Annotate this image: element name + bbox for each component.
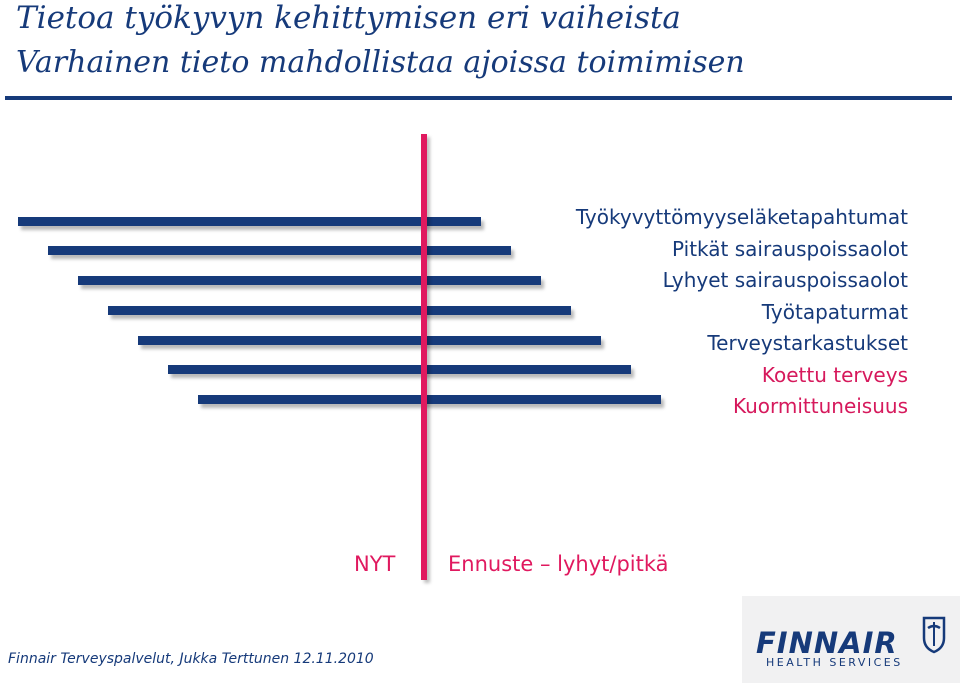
factor-label: Terveystarkastukset — [707, 331, 908, 355]
now-label: NYT — [354, 552, 396, 576]
factor-bar — [198, 395, 661, 404]
factor-bar — [78, 276, 541, 285]
factor-list: Työkyvyttömyyseläketapahtumat Pitkät sai… — [576, 202, 908, 423]
factor-bar — [18, 217, 481, 226]
page-title: Tietoa työkyvyn kehittymisen eri vaiheis… — [16, 0, 681, 36]
factor-bar — [48, 246, 511, 255]
factor-label: Lyhyet sairauspoissaolot — [662, 268, 908, 292]
flag-emblem-icon — [922, 616, 946, 654]
finnair-logo: FINNAIR HEALTH SERVICES — [742, 596, 960, 683]
header-divider — [5, 96, 952, 100]
logo-wordmark: FINNAIR — [756, 626, 898, 660]
factor-label: Työkyvyttömyyseläketapahtumat — [575, 205, 908, 229]
factor-label: Kuormittuneisuus — [732, 394, 908, 418]
now-divider-line — [421, 134, 427, 580]
factor-bar — [168, 365, 631, 374]
forecast-label: Ennuste – lyhyt/pitkä — [448, 552, 669, 576]
factor-label: Työtapaturmat — [761, 299, 908, 324]
page-subtitle: Varhainen tieto mahdollistaa ajoissa toi… — [16, 45, 745, 80]
factor-bar — [108, 306, 571, 315]
factor-label: Pitkät sairauspoissaolot — [672, 236, 908, 261]
factor-label: Koettu terveys — [761, 362, 908, 387]
footer-credit: Finnair Terveyspalvelut, Jukka Terttunen… — [8, 651, 374, 667]
logo-subtitle: HEALTH SERVICES — [766, 656, 903, 669]
factor-bar — [138, 336, 601, 345]
